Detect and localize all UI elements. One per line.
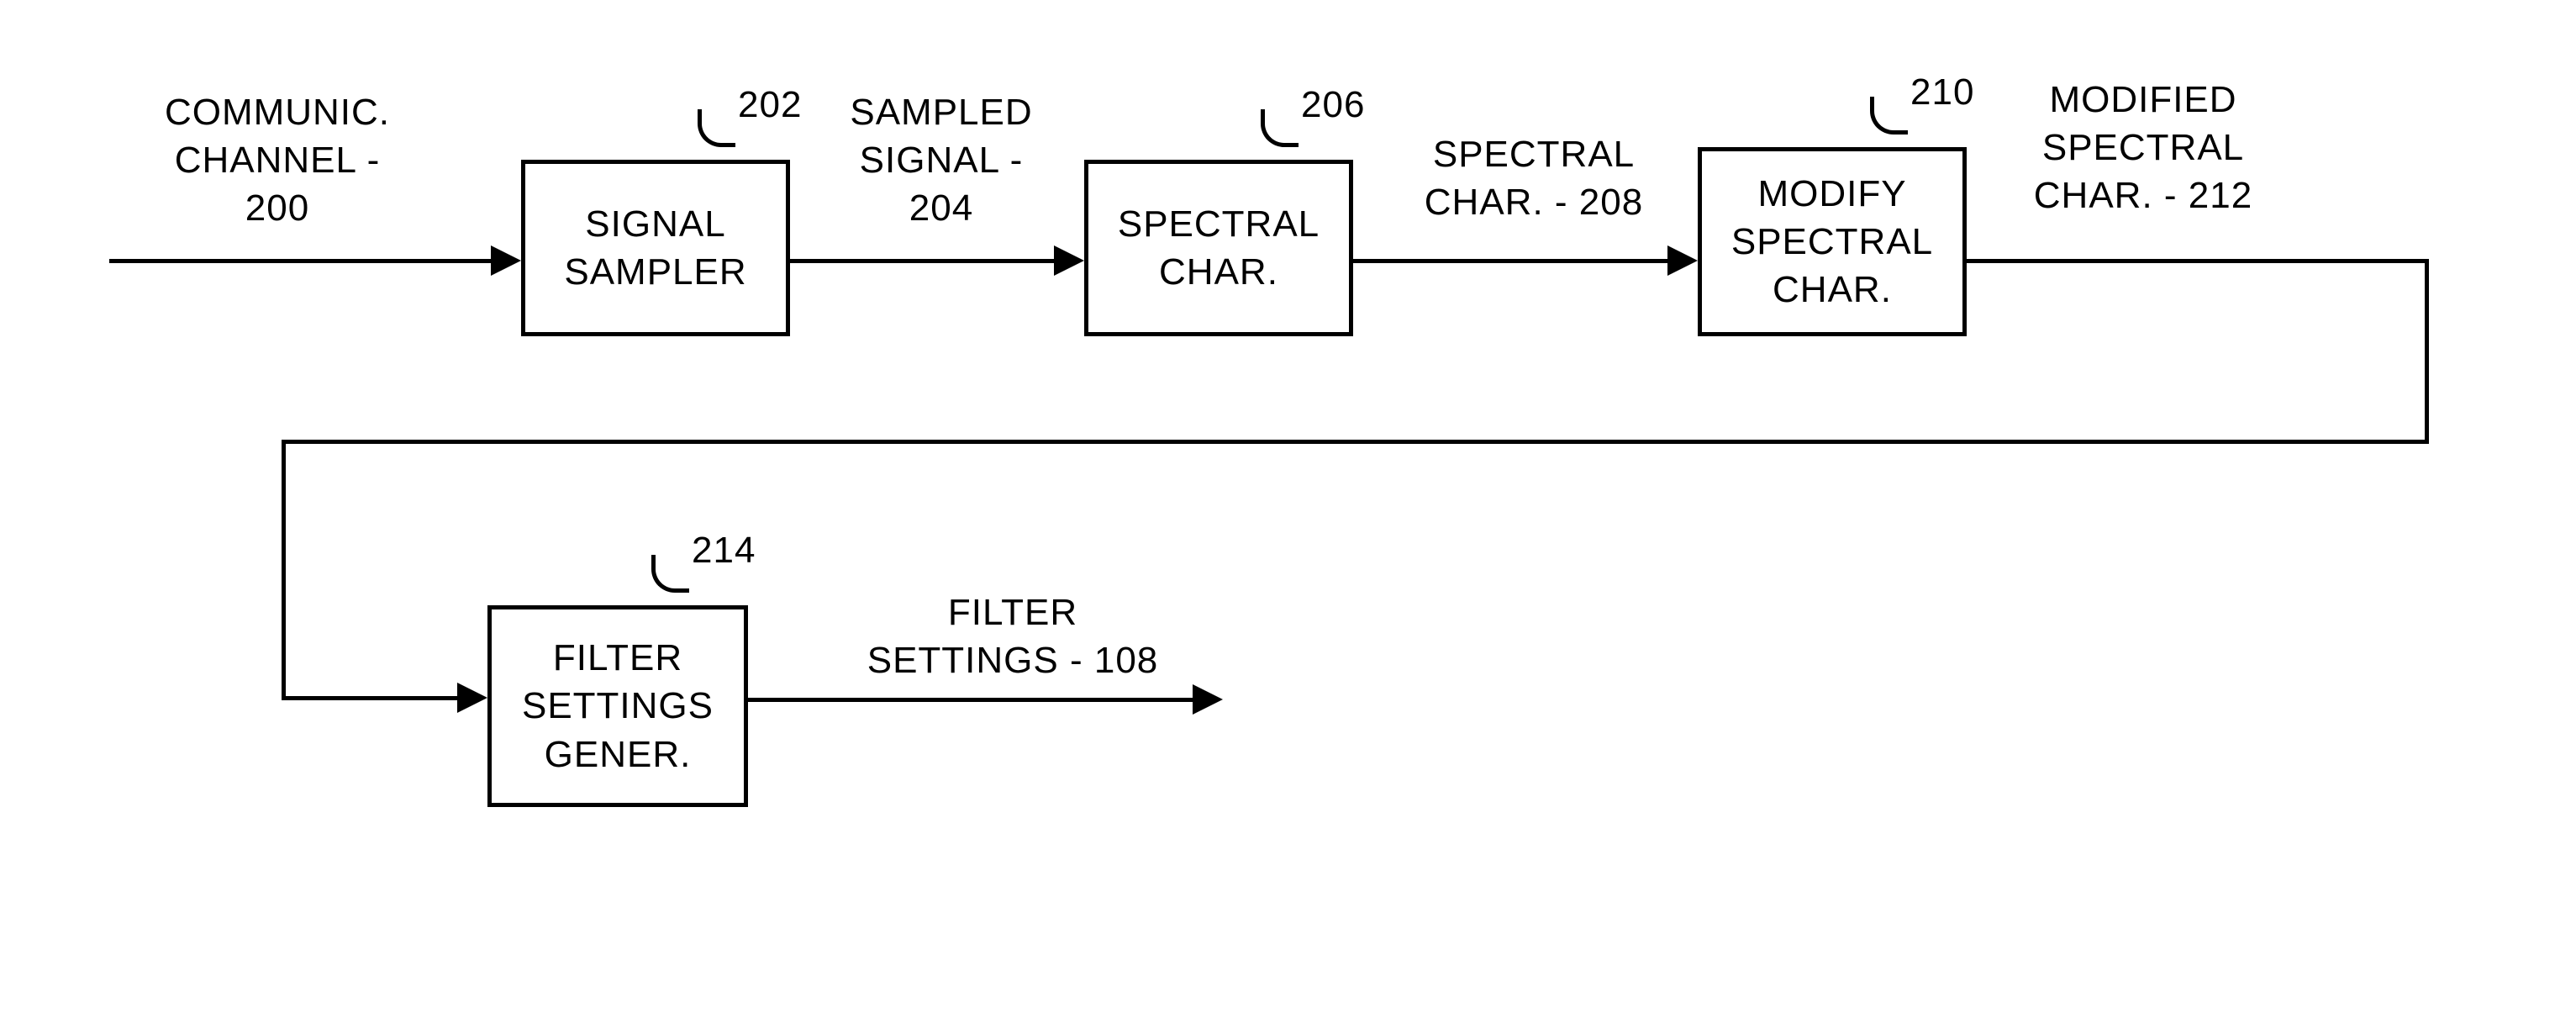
label-sampled-signal: SAMPLED SIGNAL - 204 <box>811 88 1072 233</box>
node-filter-settings-gener-label: FILTERSETTINGSGENER. <box>522 634 714 778</box>
communic-channel-line2: CHANNEL - <box>175 140 381 181</box>
arrow-206-210 <box>1349 259 1673 263</box>
flowchart-canvas: COMMUNIC. CHANNEL - 200 202 SIGNALSAMPLE… <box>0 0 2576 1013</box>
arrowhead-into-214 <box>457 683 487 713</box>
label-spectral-char: SPECTRAL CHAR. - 208 <box>1374 130 1694 226</box>
spectral-char-line1: SPECTRAL <box>1433 134 1635 175</box>
ref-206: 206 <box>1301 84 1365 126</box>
arrowhead-206-210 <box>1667 245 1698 276</box>
node-signal-sampler-label: SIGNALSAMPLER <box>564 200 746 296</box>
sampled-signal-line2: SIGNAL - <box>860 140 1024 181</box>
label-modified-spectral: MODIFIED SPECTRAL CHAR. - 212 <box>1983 76 2303 220</box>
sampled-signal-line1: SAMPLED <box>850 92 1032 133</box>
communic-channel-line1: COMMUNIC. <box>165 92 390 133</box>
filter-settings-line2: SETTINGS - 108 <box>867 640 1159 681</box>
arrowhead-input <box>491 245 521 276</box>
node-spectral-char: SPECTRALCHAR. <box>1084 160 1353 336</box>
arrowhead-202-206 <box>1054 245 1084 276</box>
arrow-202-206 <box>786 259 1059 263</box>
modified-spectral-line1: MODIFIED <box>2049 79 2236 120</box>
ref-214: 214 <box>692 530 756 572</box>
ref-210: 210 <box>1910 71 1974 113</box>
sampled-signal-line3: 204 <box>909 187 973 229</box>
spectral-char-line2: CHAR. - 208 <box>1425 182 1643 223</box>
label-filter-settings: FILTER SETTINGS - 108 <box>811 588 1214 684</box>
wrap-seg-right <box>1962 259 2429 263</box>
ref-hook-202 <box>698 109 735 147</box>
wrap-seg-left <box>282 440 2429 444</box>
wrap-seg-down-left <box>282 440 286 700</box>
ref-hook-206 <box>1261 109 1299 147</box>
node-modify-spectral-char: MODIFYSPECTRALCHAR. <box>1698 147 1967 336</box>
wrap-seg-into-214 <box>282 696 462 700</box>
label-communic-channel: COMMUNIC. CHANNEL - 200 <box>118 88 437 233</box>
modified-spectral-line3: CHAR. - 212 <box>2034 175 2252 216</box>
ref-202: 202 <box>738 84 802 126</box>
ref-hook-214 <box>651 555 689 593</box>
communic-channel-line3: 200 <box>245 187 309 229</box>
node-modify-spectral-char-label: MODIFYSPECTRALCHAR. <box>1731 170 1933 314</box>
ref-hook-210 <box>1870 97 1908 135</box>
node-spectral-char-label: SPECTRALCHAR. <box>1118 200 1320 296</box>
arrow-input <box>109 259 496 263</box>
node-signal-sampler: SIGNALSAMPLER <box>521 160 790 336</box>
arrow-output <box>744 698 1198 702</box>
arrowhead-output <box>1193 684 1223 715</box>
filter-settings-line1: FILTER <box>948 592 1077 633</box>
node-filter-settings-gener: FILTERSETTINGSGENER. <box>487 605 748 807</box>
modified-spectral-line2: SPECTRAL <box>2042 127 2244 168</box>
wrap-seg-down-right <box>2425 259 2429 444</box>
